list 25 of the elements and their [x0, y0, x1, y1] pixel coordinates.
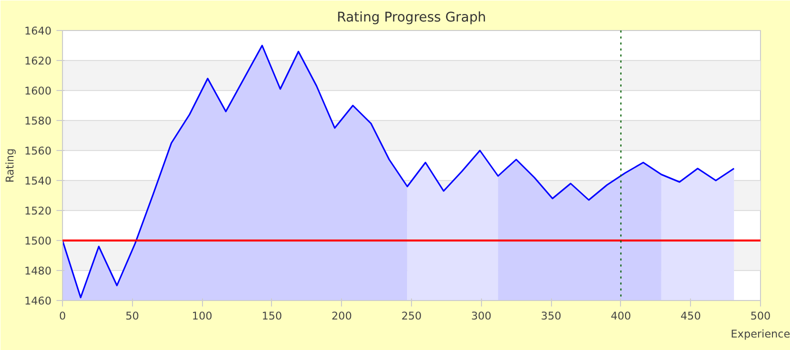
x-tick-label: 350: [540, 310, 562, 322]
y-axis-title: Rating: [3, 148, 16, 183]
line-series: [62, 44, 735, 298]
x-tick-label: 300: [471, 310, 492, 322]
x-tick-label: 450: [680, 310, 702, 322]
x-tick-label: 50: [126, 310, 140, 322]
y-tick-label: 1600: [24, 84, 52, 98]
x-tick-label: 250: [401, 310, 422, 322]
y-tick-label: 1460: [24, 294, 52, 308]
y-tick-label: 1500: [24, 234, 52, 248]
x-tick-label: 0: [59, 310, 66, 322]
y-tick-label: 1540: [24, 174, 52, 188]
y-tick-label: 1560: [24, 144, 52, 158]
x-tick-label: 400: [610, 310, 632, 322]
x-tick-label: 200: [332, 310, 352, 322]
x-tick-label: 100: [192, 310, 212, 322]
x-axis-title: Experience: [730, 328, 790, 340]
x-tick-label: 500: [750, 310, 771, 322]
x-tick-label: 150: [262, 310, 282, 322]
chart-title: Rating Progress Graph: [336, 10, 486, 26]
y-tick-label: 1640: [24, 24, 52, 38]
y-tick-label: 1480: [24, 264, 52, 278]
y-tick-label: 1520: [24, 204, 52, 218]
y-tick-label: 1580: [24, 114, 52, 128]
y-tick-label: 1620: [24, 54, 52, 68]
